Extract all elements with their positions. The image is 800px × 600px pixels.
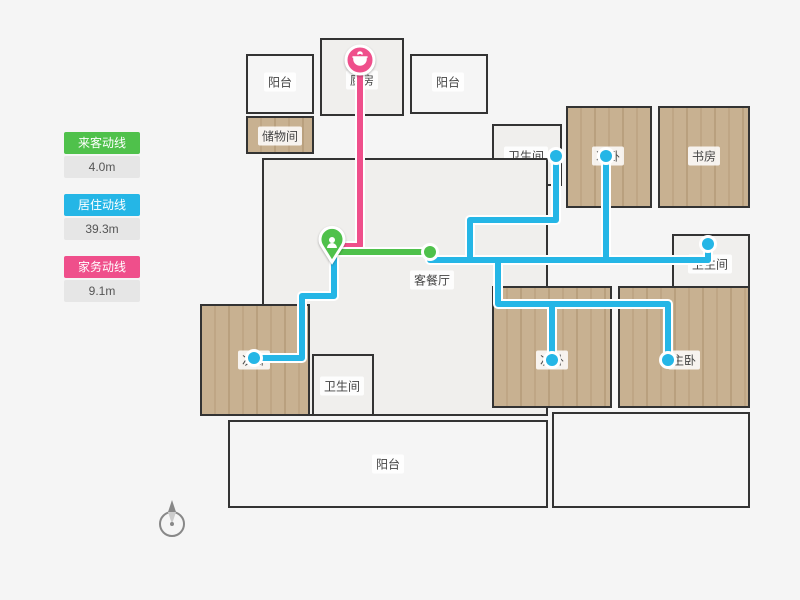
room-label-storage: 储物间 (258, 127, 302, 146)
room-label-balcony_top_l: 阳台 (264, 73, 296, 92)
legend-item-living: 居住动线 39.3m (64, 194, 140, 240)
room-label-bed_master: 主卧 (668, 351, 700, 370)
room-label-study: 书房 (688, 147, 720, 166)
room-label-balcony_top_r: 阳台 (432, 73, 464, 92)
room-balcony_se (552, 412, 750, 508)
legend-label-chore: 家务动线 (64, 256, 140, 278)
floorplan: 阳台储物间厨房阳台卫生间次卧书房卫生间客餐厅次卧卫生间次卧主卧阳台 (200, 24, 782, 562)
legend: 来客动线 4.0m 居住动线 39.3m 家务动线 9.1m (64, 132, 140, 318)
legend-value-guest: 4.0m (64, 156, 140, 178)
legend-value-living: 39.3m (64, 218, 140, 240)
legend-value-chore: 9.1m (64, 280, 140, 302)
legend-label-guest: 来客动线 (64, 132, 140, 154)
room-label-balcony_s: 阳台 (372, 455, 404, 474)
room-label-bed_sc: 次卧 (536, 351, 568, 370)
room-bed_master (618, 286, 750, 408)
room-label-kitchen_box: 厨房 (346, 71, 378, 90)
legend-item-guest: 来客动线 4.0m (64, 132, 140, 178)
room-bed_sc (492, 286, 612, 408)
legend-label-living: 居住动线 (64, 194, 140, 216)
room-label-bed_ne: 次卧 (592, 147, 624, 166)
legend-item-chore: 家务动线 9.1m (64, 256, 140, 302)
compass-icon (148, 494, 196, 542)
room-label-bed_sw: 次卧 (238, 351, 270, 370)
room-label-bath_e: 卫生间 (688, 255, 732, 274)
room-label-bath_sw: 卫生间 (320, 377, 364, 396)
room-label-living: 客餐厅 (410, 271, 454, 290)
